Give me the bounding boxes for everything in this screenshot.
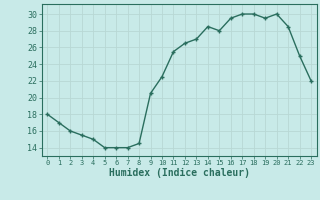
X-axis label: Humidex (Indice chaleur): Humidex (Indice chaleur) bbox=[109, 168, 250, 178]
